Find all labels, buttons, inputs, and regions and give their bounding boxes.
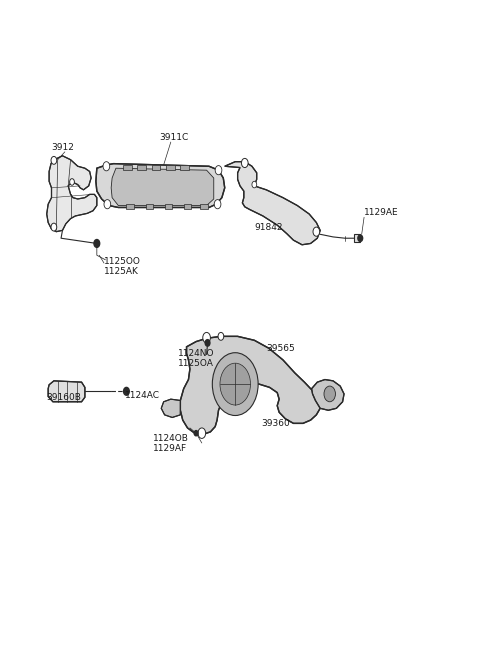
Bar [166, 165, 175, 170]
Bar [126, 204, 133, 209]
Text: 39565: 39565 [266, 344, 295, 353]
Bar [180, 165, 189, 170]
Circle shape [51, 156, 57, 164]
Circle shape [212, 353, 258, 415]
Bar [184, 204, 191, 209]
Circle shape [94, 240, 100, 248]
Polygon shape [96, 164, 225, 208]
Bar [165, 204, 172, 209]
Circle shape [358, 235, 363, 242]
Polygon shape [161, 399, 180, 417]
Polygon shape [354, 235, 360, 242]
Circle shape [220, 363, 251, 405]
Circle shape [324, 386, 336, 402]
Text: 1124AC: 1124AC [124, 392, 159, 401]
Polygon shape [180, 336, 320, 434]
Circle shape [203, 332, 210, 343]
Polygon shape [47, 156, 97, 232]
Bar [152, 165, 160, 170]
Text: 3911C: 3911C [159, 133, 188, 142]
Bar [145, 204, 153, 209]
Circle shape [241, 158, 248, 168]
Polygon shape [111, 168, 214, 206]
Polygon shape [312, 380, 344, 410]
Circle shape [194, 430, 198, 436]
Circle shape [123, 388, 129, 396]
Circle shape [214, 200, 221, 209]
Text: 1125OO: 1125OO [104, 257, 141, 265]
Text: 1124OB: 1124OB [153, 434, 189, 443]
Text: 3912: 3912 [51, 143, 74, 152]
Circle shape [215, 166, 222, 175]
Text: 1129AE: 1129AE [364, 208, 399, 217]
Circle shape [218, 332, 224, 340]
Circle shape [103, 162, 110, 171]
Circle shape [70, 179, 74, 185]
Text: 1125AK: 1125AK [104, 267, 139, 275]
Circle shape [51, 223, 57, 231]
Text: 91842: 91842 [254, 223, 283, 232]
Circle shape [104, 200, 111, 209]
Text: 1124NO: 1124NO [178, 349, 215, 358]
Text: 1125OA: 1125OA [178, 359, 214, 368]
Polygon shape [225, 162, 320, 245]
Bar [137, 165, 146, 170]
Circle shape [313, 227, 320, 237]
Bar [200, 204, 207, 209]
Text: 1129AF: 1129AF [153, 443, 187, 453]
Bar [123, 165, 132, 170]
Circle shape [205, 340, 210, 346]
Text: 39160B: 39160B [47, 393, 82, 402]
Polygon shape [48, 381, 85, 402]
Text: 39360: 39360 [262, 419, 290, 428]
Circle shape [252, 181, 257, 188]
Circle shape [198, 428, 205, 438]
